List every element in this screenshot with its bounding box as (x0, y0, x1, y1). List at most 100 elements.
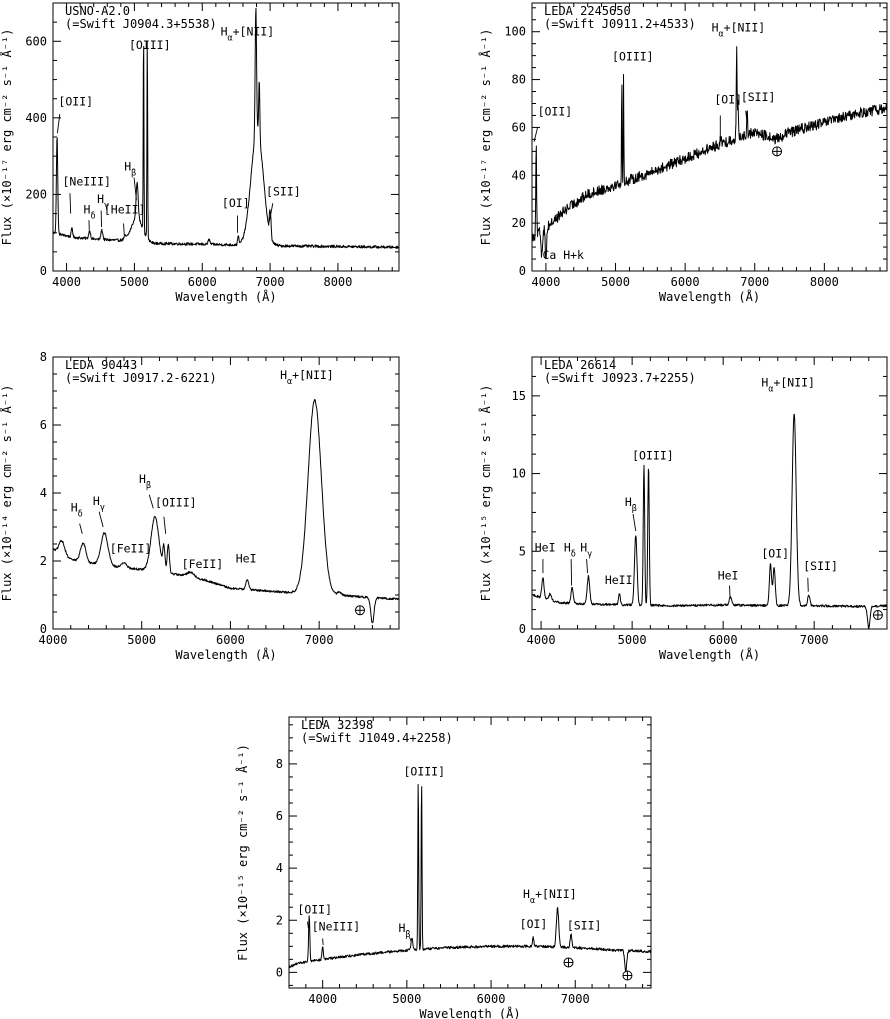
annotation-leader (533, 127, 539, 142)
line-label: [OIII] (129, 38, 171, 52)
x-tick-label: 7000 (561, 992, 590, 1006)
x-tick-label: 7000 (800, 633, 829, 647)
line-label: Hα+[NII] (280, 368, 334, 387)
x-tick-label: 7000 (305, 633, 334, 647)
line-label: [OII] (297, 903, 332, 917)
y-tick-label: 600 (25, 34, 47, 48)
y-axis-title: Flux (×10⁻¹⁵ erg cm⁻² s⁻¹ Å⁻¹) (478, 385, 493, 602)
annotation-leader (79, 523, 83, 534)
line-label: [SII] (803, 559, 838, 573)
x-tick-label: 6000 (216, 633, 245, 647)
plot-frame (52, 2, 400, 272)
y-tick-label: 6 (40, 418, 47, 432)
spectrum-panel-1: 4000 5000 6000 7000 8000 0 200 400 600 Wavelength… (0, 2, 400, 304)
object-name: LEDA 2245650 (544, 4, 631, 18)
swift-identifier: (=Swift J0911.2+4533) (544, 17, 696, 31)
y-tick-label: 0 (519, 264, 526, 278)
x-tick-label: 6000 (671, 275, 700, 289)
spectrum-panel-3: 4000 5000 6000 7000 0 2 4 6 8 Wavelength (Å) Flux … (0, 350, 400, 662)
x-tick-label: 7000 (740, 275, 769, 289)
y-axis-title: Flux (×10⁻¹⁵ erg cm⁻² s⁻¹ Å⁻¹) (235, 744, 250, 961)
annotation-leader (56, 113, 61, 134)
line-label: [FeII] (182, 557, 224, 571)
x-tick-label: 8000 (810, 275, 839, 289)
line-label: Hγ (93, 494, 105, 513)
y-tick-label: 2 (276, 913, 283, 927)
y-tick-label: 15 (512, 389, 526, 403)
x-axis-title: Wavelength (Å) (659, 289, 760, 304)
x-axis-title: Wavelength (Å) (175, 647, 276, 662)
plot-frame (288, 716, 652, 989)
y-tick-label: 20 (512, 216, 526, 230)
line-label: HeI (535, 540, 556, 554)
y-tick-label: 10 (512, 467, 526, 481)
annotation-leader (69, 193, 72, 214)
y-tick-label: 60 (512, 120, 526, 134)
telluric-earth-icon (622, 970, 633, 981)
spectrum-line (531, 413, 888, 629)
plot-frame (531, 356, 888, 630)
y-tick-label: 8 (40, 350, 47, 364)
annotation-leader (745, 110, 748, 123)
line-label: [OIII] (403, 765, 445, 779)
line-label: Hα+[NII] (761, 376, 815, 395)
line-label: [SII] (266, 185, 301, 199)
plot-frame (531, 2, 888, 272)
line-label: HeI (236, 552, 257, 566)
annotation-leader (307, 921, 309, 929)
line-label: [OII] (538, 104, 573, 118)
spectrum-line (531, 46, 888, 260)
line-label: Hβ (124, 160, 136, 179)
line-label: [OIII] (632, 449, 674, 463)
x-tick-label: 5000 (601, 275, 630, 289)
object-name: LEDA 26614 (544, 358, 616, 372)
spectrum-line (52, 7, 400, 250)
spectrum-panel-2: 4000 5000 6000 7000 8000 0 20 40 60 80 100 Waveleng… (478, 2, 888, 304)
x-tick-label: 4000 (308, 992, 337, 1006)
x-tick-label: 4000 (527, 633, 556, 647)
x-axis-title: Wavelength (Å) (175, 289, 276, 304)
object-name: LEDA 32398 (301, 718, 373, 732)
x-tick-label: 4000 (52, 275, 81, 289)
telluric-earth-icon (354, 605, 365, 616)
object-name: USNO-A2.0 (65, 4, 130, 18)
object-name: LEDA 90443 (65, 358, 137, 372)
y-tick-label: 0 (519, 622, 526, 636)
telluric-earth-icon (772, 146, 783, 157)
x-tick-label: 8000 (323, 275, 352, 289)
line-label: Hβ (398, 921, 410, 940)
annotation-leader (98, 511, 104, 528)
x-axis-title: Wavelength (Å) (659, 647, 760, 662)
line-label: [SII] (741, 90, 776, 104)
line-label: [HeII] (104, 203, 146, 217)
x-tick-label: 6000 (709, 633, 738, 647)
x-tick-label: 4000 (531, 275, 560, 289)
x-tick-label: 5000 (120, 275, 149, 289)
telluric-earth-icon (563, 957, 574, 968)
x-tick-label: 5000 (392, 992, 421, 1006)
y-tick-label: 5 (519, 544, 526, 558)
spectrum-panel-5: 4000 5000 6000 7000 0 2 4 6 8 Wavelength (Å) Flux … (235, 716, 652, 1019)
y-tick-label: 2 (40, 554, 47, 568)
line-label: Hδ (71, 501, 83, 520)
y-tick-label: 200 (25, 187, 47, 201)
spectrum-line (52, 399, 400, 624)
annotation-leader (586, 559, 588, 574)
line-label: [NeIII] (62, 175, 110, 189)
y-tick-label: 4 (276, 861, 283, 875)
y-tick-label: 8 (276, 757, 283, 771)
x-axis-title: Wavelength (Å) (419, 1006, 520, 1019)
y-tick-label: 6 (276, 809, 283, 823)
line-label: [OII] (58, 95, 93, 109)
y-tick-label: 100 (504, 25, 526, 39)
line-label: HeII (605, 573, 633, 587)
line-label: HeI (718, 568, 739, 582)
line-label: [SII] (567, 918, 602, 932)
annotation-leader (148, 494, 154, 509)
x-tick-label: 5000 (618, 633, 647, 647)
annotation-leader (163, 516, 167, 534)
x-tick-label: 7000 (256, 275, 285, 289)
x-tick-label: 6000 (188, 275, 217, 289)
telluric-earth-icon (872, 610, 883, 621)
